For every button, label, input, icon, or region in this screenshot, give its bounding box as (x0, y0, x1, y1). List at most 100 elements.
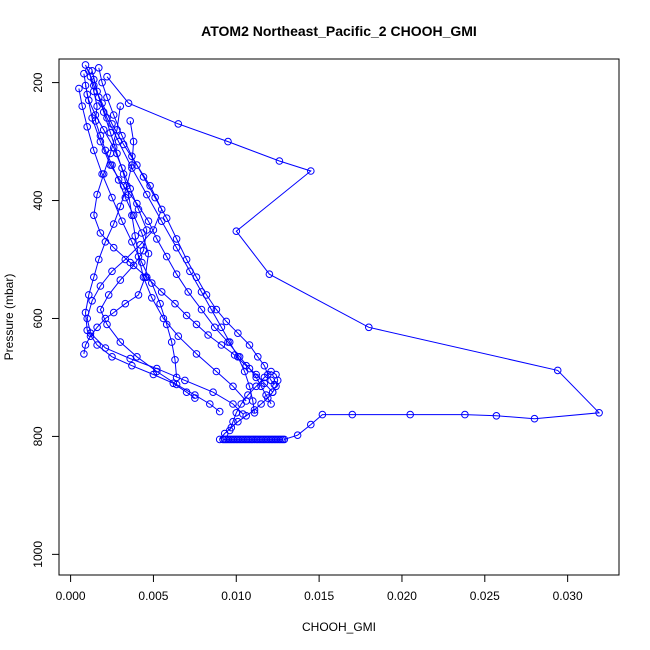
data-point (128, 361, 136, 370)
data-point (365, 323, 373, 332)
x-tick-label: 0.020 (387, 589, 417, 603)
data-point (197, 305, 206, 314)
data-point (128, 211, 136, 220)
data-point (101, 238, 110, 246)
data-point (139, 173, 148, 181)
data-point (530, 414, 539, 423)
data-point (95, 255, 103, 264)
data-point (197, 288, 206, 296)
data-point (191, 391, 199, 399)
data-point (293, 431, 302, 440)
data-point (240, 367, 249, 376)
data-point (151, 193, 159, 202)
data-point (224, 137, 232, 146)
data-point (109, 220, 118, 228)
data-point (172, 380, 181, 389)
data-point (104, 291, 113, 299)
data-point (129, 261, 138, 270)
data-point (253, 353, 262, 361)
x-tick-label: 0.000 (56, 589, 86, 603)
data-point (206, 400, 214, 408)
data-point (172, 243, 181, 252)
data-point (307, 167, 315, 175)
data-point (492, 412, 501, 420)
data-point (172, 235, 181, 243)
data-point (93, 87, 101, 96)
data-point (232, 409, 241, 417)
data-point (139, 246, 148, 255)
data-point (96, 282, 105, 290)
y-tick-label: 200 (31, 72, 45, 92)
data-point (109, 308, 118, 317)
data-point (184, 288, 192, 296)
data-point (192, 320, 201, 329)
data-point (124, 99, 133, 107)
data-point (307, 420, 315, 429)
data-point (215, 435, 224, 444)
data-point (278, 435, 287, 444)
data-point (121, 299, 130, 308)
plot-frame (58, 58, 620, 576)
data-point (126, 117, 134, 125)
data-point (171, 299, 179, 308)
data-point (234, 417, 242, 426)
data-point (103, 72, 111, 81)
data-point (126, 354, 134, 363)
data-point (242, 397, 250, 405)
data-point (234, 329, 242, 338)
data-point (90, 211, 98, 220)
data-point (217, 323, 226, 332)
data-point (172, 270, 181, 279)
data-point (162, 320, 171, 329)
data-point (98, 170, 106, 178)
x-tick-label: 0.030 (553, 589, 583, 603)
data-point (131, 232, 139, 240)
data-point (103, 93, 111, 102)
data-point (191, 394, 199, 402)
data-point (90, 81, 98, 90)
y-axis-label: Pressure (mbar) (2, 274, 16, 361)
data-point (119, 170, 128, 178)
data-point (153, 235, 161, 243)
data-point (116, 276, 125, 284)
y-tick-label: 800 (31, 426, 45, 446)
data-point (182, 388, 191, 397)
data-point (260, 361, 269, 370)
data-point (83, 326, 91, 335)
data-point (93, 323, 101, 332)
data-point (95, 64, 103, 72)
data-point (222, 317, 231, 326)
data-point (215, 407, 224, 416)
data-point (157, 205, 166, 214)
data-point (265, 270, 274, 279)
data-point (174, 332, 183, 341)
data-point (148, 294, 156, 302)
data-point (80, 350, 88, 358)
data-point (143, 226, 151, 234)
data-point (149, 370, 158, 379)
data-point (169, 379, 178, 388)
data-point (109, 243, 118, 252)
data-point (252, 370, 261, 379)
data-point (96, 305, 105, 314)
data-point (90, 146, 98, 155)
x-tick-label: 0.005 (138, 589, 168, 603)
data-layer (75, 61, 603, 444)
data-point (171, 356, 179, 364)
data-point (91, 111, 100, 119)
data-point (157, 288, 166, 296)
data-point (128, 238, 136, 246)
data-point (96, 137, 105, 146)
data-point (85, 96, 93, 105)
data-point (232, 227, 241, 235)
data-point (83, 123, 91, 131)
data-point (260, 379, 269, 388)
data-point (114, 176, 123, 184)
x-tick-label: 0.015 (304, 589, 334, 603)
data-point (134, 291, 143, 299)
data-point (116, 102, 125, 110)
series-line (86, 70, 244, 415)
data-point (124, 190, 133, 199)
data-point (99, 108, 108, 116)
